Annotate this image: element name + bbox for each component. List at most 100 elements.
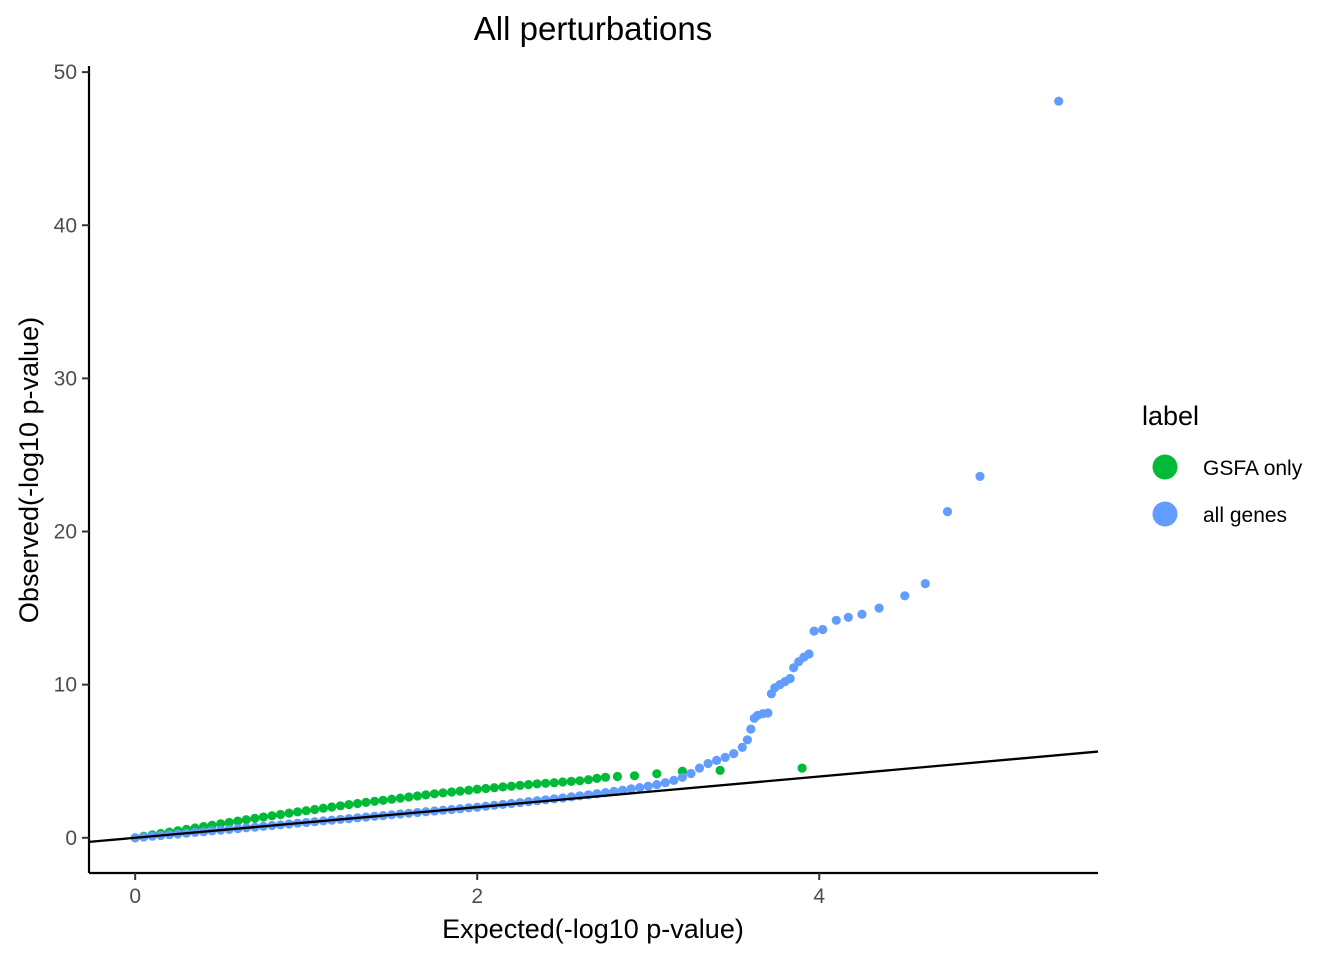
point-gsfa-only (583, 775, 594, 785)
point-gsfa-only (472, 784, 482, 794)
point-gsfa-only (558, 777, 568, 787)
point-gsfa-only (284, 808, 294, 818)
x-tick-label: 4 (813, 885, 825, 908)
point-all-genes (818, 624, 828, 635)
legend-label-all-genes: all genes (1203, 504, 1287, 527)
x-tick-label: 2 (471, 885, 483, 908)
point-all-genes (746, 724, 756, 734)
point-gsfa-only (327, 802, 337, 812)
point-all-genes (900, 591, 910, 601)
point-all-genes (763, 708, 773, 718)
point-gsfa-only (438, 788, 448, 798)
y-tick-label: 40 (54, 214, 77, 237)
point-all-genes (558, 793, 568, 803)
x-tick-label: 0 (129, 885, 141, 908)
point-gsfa-only (515, 780, 525, 791)
point-gsfa-only (715, 765, 725, 776)
point-gsfa-only (233, 816, 243, 826)
point-all-genes (742, 735, 753, 745)
point-all-genes (643, 781, 653, 791)
point-gsfa-only (335, 801, 345, 811)
point-all-genes (686, 768, 696, 779)
point-gsfa-only (455, 786, 465, 796)
point-gsfa-only (429, 789, 440, 799)
point-gsfa-only (404, 792, 414, 802)
point-all-genes (975, 471, 985, 481)
point-all-genes (635, 783, 645, 793)
point-all-genes (789, 663, 799, 673)
point-gsfa-only (575, 776, 585, 786)
y-tick-label: 0 (65, 827, 77, 850)
point-all-genes (874, 603, 884, 613)
point-all-genes (660, 778, 670, 788)
point-gsfa-only (629, 771, 640, 781)
point-all-genes (942, 507, 953, 517)
point-gsfa-only (318, 803, 328, 813)
point-all-genes (809, 626, 819, 636)
point-gsfa-only (387, 794, 397, 804)
point-all-genes (720, 752, 730, 763)
y-axis-ticks: 0 10 20 30 40 50 (54, 61, 89, 850)
point-gsfa-only (352, 798, 363, 809)
point-gsfa-only (464, 785, 474, 795)
legend-key-all-genes (1152, 501, 1178, 527)
x-axis-ticks: 0 2 4 (129, 873, 825, 908)
point-gsfa-only (541, 778, 551, 788)
x-axis-title: Expected(-log10 p-value) (442, 914, 744, 944)
y-tick-label: 20 (54, 521, 77, 544)
plot-area (88, 96, 1099, 844)
point-all-genes (618, 785, 628, 795)
point-gsfa-only (566, 776, 576, 787)
y-tick-label: 30 (54, 367, 77, 390)
point-all-genes (737, 742, 747, 753)
point-gsfa-only (267, 811, 277, 821)
legend-label-gsfa-only: GSFA only (1203, 457, 1303, 480)
point-all-genes (843, 612, 853, 622)
point-all-genes (626, 784, 636, 794)
point-all-genes (831, 615, 841, 625)
y-tick-label: 10 (54, 674, 77, 697)
legend-key-gsfa-only (1152, 454, 1178, 480)
point-gsfa-only (412, 791, 422, 801)
points-layer (130, 96, 1064, 843)
point-gsfa-only (224, 817, 234, 828)
point-gsfa-only (378, 795, 388, 805)
point-all-genes (729, 749, 739, 759)
point-gsfa-only (241, 815, 251, 825)
point-gsfa-only (481, 783, 491, 794)
point-all-genes (1054, 96, 1064, 106)
point-all-genes (652, 780, 662, 790)
y-tick-label: 50 (54, 61, 77, 84)
point-all-genes (785, 673, 795, 684)
point-gsfa-only (592, 773, 602, 784)
point-gsfa-only (275, 809, 286, 820)
point-gsfa-only (523, 780, 534, 790)
point-gsfa-only (293, 807, 303, 817)
point-all-genes (712, 755, 722, 766)
point-gsfa-only (652, 769, 662, 779)
point-all-genes (677, 772, 688, 782)
point-gsfa-only (310, 804, 320, 815)
legend-title: label (1142, 401, 1199, 431)
point-gsfa-only (395, 793, 405, 803)
point-all-genes (857, 609, 867, 619)
point-gsfa-only (600, 772, 611, 782)
point-gsfa-only (506, 781, 516, 791)
point-gsfa-only (216, 819, 226, 829)
point-all-genes (804, 649, 814, 659)
point-gsfa-only (549, 778, 559, 788)
legend: label GSFA only all genes (1142, 401, 1303, 527)
point-all-genes (694, 763, 705, 773)
point-gsfa-only (498, 782, 508, 792)
point-gsfa-only (421, 790, 431, 800)
point-gsfa-only (612, 771, 623, 782)
point-all-genes (703, 758, 713, 769)
point-gsfa-only (361, 797, 371, 808)
reference-line (88, 750, 1099, 844)
point-gsfa-only (301, 806, 311, 816)
point-gsfa-only (797, 763, 807, 773)
point-gsfa-only (370, 796, 380, 806)
point-gsfa-only (250, 813, 260, 823)
y-axis-title: Observed(-log10 p-value) (14, 317, 44, 623)
